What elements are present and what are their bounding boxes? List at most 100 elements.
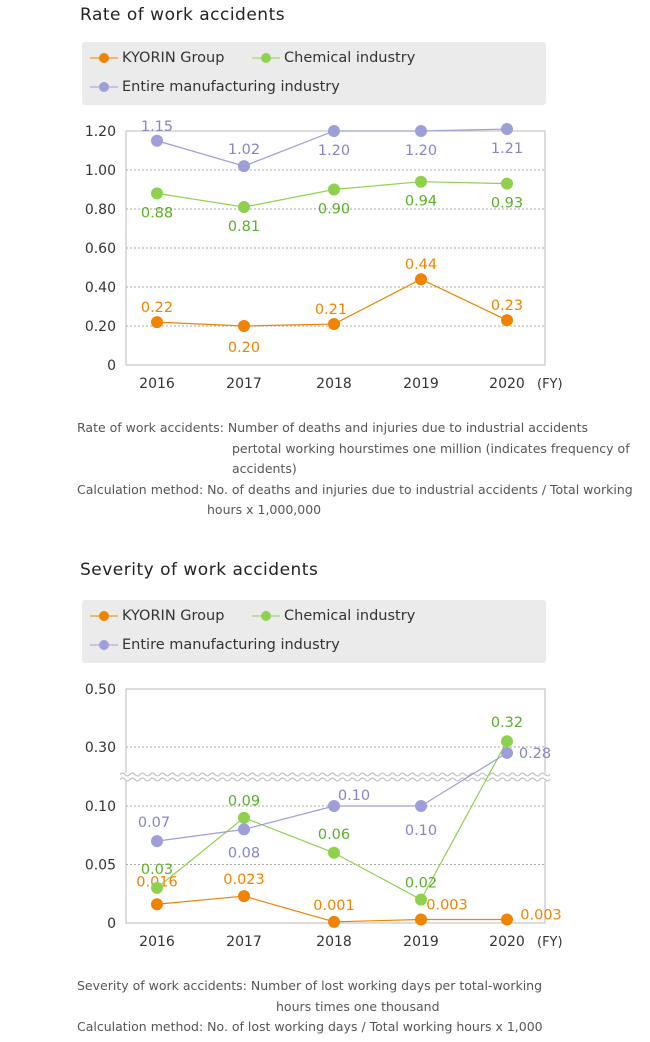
data-point xyxy=(151,898,163,911)
legend-label: KYORIN Group xyxy=(122,608,225,624)
axis-break-icon xyxy=(119,777,551,782)
legend-label: Entire manufacturing industry xyxy=(122,79,340,95)
note-line: accidents) xyxy=(232,461,297,476)
data-point xyxy=(151,881,163,894)
note-line: hours x 1,000,000 xyxy=(207,502,322,517)
x-tick-label: 2017 xyxy=(226,376,262,392)
series-line xyxy=(156,740,508,901)
data-label: 1.21 xyxy=(491,141,523,157)
data-point xyxy=(501,735,513,748)
orange-marker-icon xyxy=(90,611,118,621)
x-unit-label: (FY) xyxy=(537,935,563,950)
data-point xyxy=(501,913,513,926)
data-label: 0.94 xyxy=(405,194,437,210)
data-point xyxy=(328,800,340,812)
chart2-plot: 0 0.05 0.10 0.30 0.50 2016 2017 2018 2019 2020 (FY… xyxy=(85,682,563,950)
data-point xyxy=(415,273,427,286)
data-label: 0.02 xyxy=(405,876,437,892)
x-tick-label: 2019 xyxy=(403,376,439,392)
legend-kyorin: KYORIN Group xyxy=(90,608,224,624)
y-tick-label: 0 xyxy=(107,916,116,932)
y-tick-label: 0 xyxy=(107,358,116,374)
data-label: 0.32 xyxy=(491,715,523,731)
note-line: Calculation method: No. of deaths and in… xyxy=(77,481,633,497)
note-line: pertotal working hourstimes one million … xyxy=(232,440,630,456)
data-point xyxy=(238,823,250,836)
axis-break-icon xyxy=(119,772,551,777)
y-tick-label: 1.00 xyxy=(85,163,116,179)
data-point xyxy=(238,160,250,173)
chart2-legend: KYORIN Group Chemical industry Entire ma… xyxy=(82,600,546,663)
data-label: 0.22 xyxy=(141,300,173,316)
legend-manufacturing: Entire manufacturing industry xyxy=(90,79,340,95)
data-point xyxy=(151,134,163,147)
y-tick-label: 0.60 xyxy=(85,241,116,257)
data-label: 1.15 xyxy=(141,119,173,135)
x-tick-label: 2017 xyxy=(226,934,262,950)
purple-marker-icon xyxy=(90,640,118,650)
data-point xyxy=(238,320,250,332)
y-tick-label: 0.40 xyxy=(85,280,116,296)
data-point xyxy=(328,125,340,137)
data-point xyxy=(415,800,427,812)
data-label: 0.023 xyxy=(223,872,265,888)
note-line: Calculation method: No. of lost working … xyxy=(77,1019,543,1034)
note-line: Rate of work accidents: Number of deaths… xyxy=(77,420,589,435)
data-point xyxy=(151,187,163,200)
x-tick-label: 2020 xyxy=(489,376,525,392)
data-point xyxy=(415,893,427,906)
data-point xyxy=(328,183,340,196)
x-tick-label: 2018 xyxy=(316,934,352,950)
data-label: 0.09 xyxy=(228,794,260,810)
chart1-legend: KYORIN Group Chemical industry Entire ma… xyxy=(82,42,546,105)
y-tick-label: 1.20 xyxy=(85,124,116,140)
data-point xyxy=(501,123,513,136)
legend-kyorin: KYORIN Group xyxy=(90,50,224,66)
data-label: 1.02 xyxy=(228,142,260,158)
x-tick-label: 2018 xyxy=(316,376,352,392)
data-point xyxy=(328,846,340,859)
data-label: 1.20 xyxy=(405,143,437,159)
data-label: 0.003 xyxy=(426,897,468,913)
orange-marker-icon xyxy=(90,53,118,63)
x-tick-label: 2019 xyxy=(403,934,439,950)
data-point xyxy=(328,915,340,928)
note-line: Severity of work accidents: Number of lo… xyxy=(77,978,543,993)
legend-label: Chemical industry xyxy=(284,50,416,66)
legend-chemical: Chemical industry xyxy=(252,608,415,624)
data-label: 0.20 xyxy=(228,340,260,356)
data-point xyxy=(415,125,427,137)
y-tick-label: 0.10 xyxy=(85,799,116,815)
data-label: 0.001 xyxy=(313,898,355,914)
data-point xyxy=(501,746,513,759)
y-tick-label: 0.50 xyxy=(85,682,116,698)
data-label: 0.28 xyxy=(519,746,551,762)
data-point xyxy=(328,318,340,331)
data-label: 0.10 xyxy=(405,823,437,839)
legend-chemical: Chemical industry xyxy=(252,50,415,66)
legend-label: Entire manufacturing industry xyxy=(122,637,340,653)
data-label: 0.08 xyxy=(228,845,260,861)
legend-label: Chemical industry xyxy=(284,608,416,624)
chart1-plot: 0 0.20 0.40 0.60 0.80 1.00 1.20 2016 2017 2018 201… xyxy=(85,119,563,392)
data-label: 0.03 xyxy=(141,862,173,878)
data-point xyxy=(238,811,250,824)
legend-manufacturing: Entire manufacturing industry xyxy=(90,637,340,653)
x-unit-label: (FY) xyxy=(537,377,563,392)
data-point xyxy=(415,913,427,926)
x-tick-label: 2016 xyxy=(139,934,175,950)
chart2-title: Severity of work accidents xyxy=(80,560,319,580)
axis-break-mask xyxy=(118,773,552,781)
data-point xyxy=(501,314,513,327)
data-point xyxy=(151,835,163,848)
y-tick-label: 0.30 xyxy=(85,740,116,756)
legend-label: KYORIN Group xyxy=(122,50,225,66)
data-label: 0.93 xyxy=(491,196,523,212)
green-marker-icon xyxy=(252,611,280,621)
data-point xyxy=(415,175,427,188)
data-point xyxy=(238,201,250,214)
data-label: 0.88 xyxy=(141,205,173,221)
green-marker-icon xyxy=(252,53,280,63)
y-tick-label: 0.20 xyxy=(85,319,116,335)
y-tick-label: 0.05 xyxy=(85,858,116,874)
